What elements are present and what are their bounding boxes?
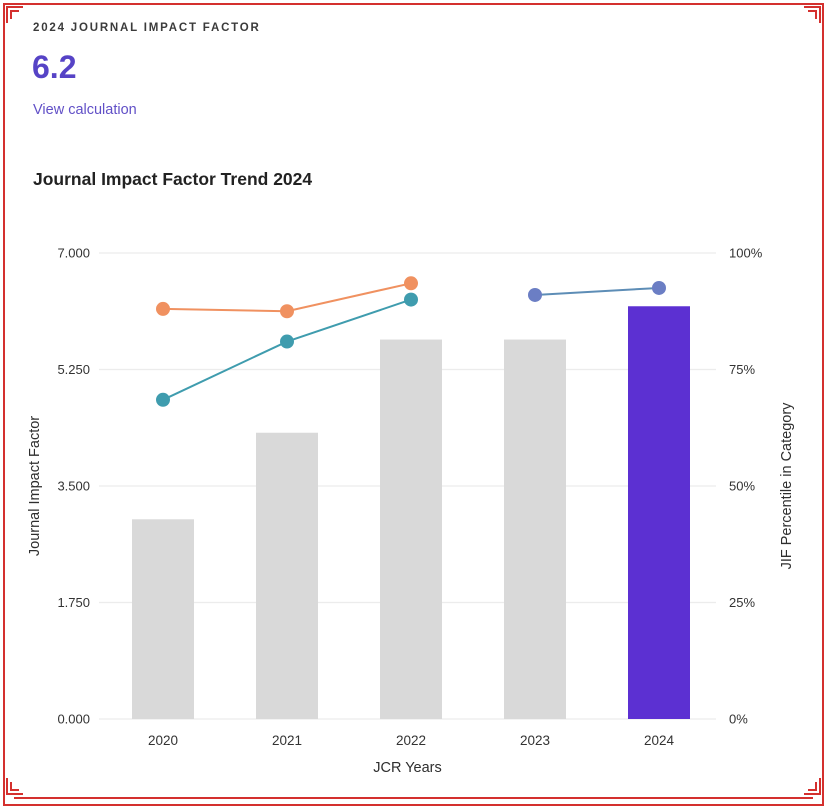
jif-bar-2021[interactable] xyxy=(256,432,318,719)
frame-corner-ornament xyxy=(10,10,19,19)
percentile-blue-point-2024[interactable] xyxy=(652,280,666,295)
jif-bar-2022[interactable] xyxy=(380,339,442,719)
right-axis-tick-label: 50% xyxy=(729,479,755,494)
percentile-orange-point-2022[interactable] xyxy=(404,276,418,291)
x-axis-tick-label: 2024 xyxy=(644,733,675,748)
x-axis-title: JCR Years xyxy=(373,760,442,776)
jif-bar-2020[interactable] xyxy=(132,519,194,719)
chart-title: Journal Impact Factor Trend 2024 xyxy=(33,169,313,189)
right-axis-tick-label: 0% xyxy=(729,712,748,727)
percentile-blue-point-2023[interactable] xyxy=(528,287,542,302)
percentile-orange-point-2021[interactable] xyxy=(280,304,294,319)
x-axis-tick-label: 2023 xyxy=(520,733,550,748)
percentile-orange-point-2020[interactable] xyxy=(156,301,170,316)
right-axis-tick-label: 100% xyxy=(729,246,763,261)
percentile-teal-point-2022[interactable] xyxy=(404,292,418,307)
jif-kicker-label: 2024 JOURNAL IMPACT FACTOR xyxy=(33,22,261,34)
x-axis-tick-label: 2021 xyxy=(272,733,302,748)
view-calculation-link[interactable]: View calculation xyxy=(33,102,137,118)
left-axis-tick-label: 7.000 xyxy=(57,246,90,261)
jif-bar-2024[interactable] xyxy=(628,306,690,719)
right-axis-tick-label: 25% xyxy=(729,595,755,610)
frame-corner-ornament xyxy=(6,6,23,23)
x-axis-tick-label: 2020 xyxy=(148,733,178,748)
frame-corner-ornament xyxy=(808,10,817,19)
percentile-teal-point-2020[interactable] xyxy=(156,392,170,407)
left-axis-tick-label: 1.750 xyxy=(57,595,90,610)
jif-trend-chart: 7.000 5.250 3.500 1.750 0.000 100% 75% 50% 25% 0%… xyxy=(27,246,795,777)
right-axis-tick-label: 75% xyxy=(729,362,755,377)
jif-bar-2023[interactable] xyxy=(504,339,566,719)
x-axis-tick-label: 2022 xyxy=(396,733,426,748)
percentile-teal-point-2021[interactable] xyxy=(280,334,294,349)
left-axis-tick-label: 0.000 xyxy=(57,712,90,727)
right-axis-title: JIF Percentile in Category xyxy=(779,402,795,570)
jif-value: 6.2 xyxy=(32,49,77,85)
left-axis-tick-label: 3.500 xyxy=(57,479,90,494)
left-axis-tick-label: 5.250 xyxy=(57,362,90,377)
left-axis-title: Journal Impact Factor xyxy=(27,416,43,556)
percentile-blue-line xyxy=(534,286,660,296)
frame-corner-ornament xyxy=(804,6,821,23)
